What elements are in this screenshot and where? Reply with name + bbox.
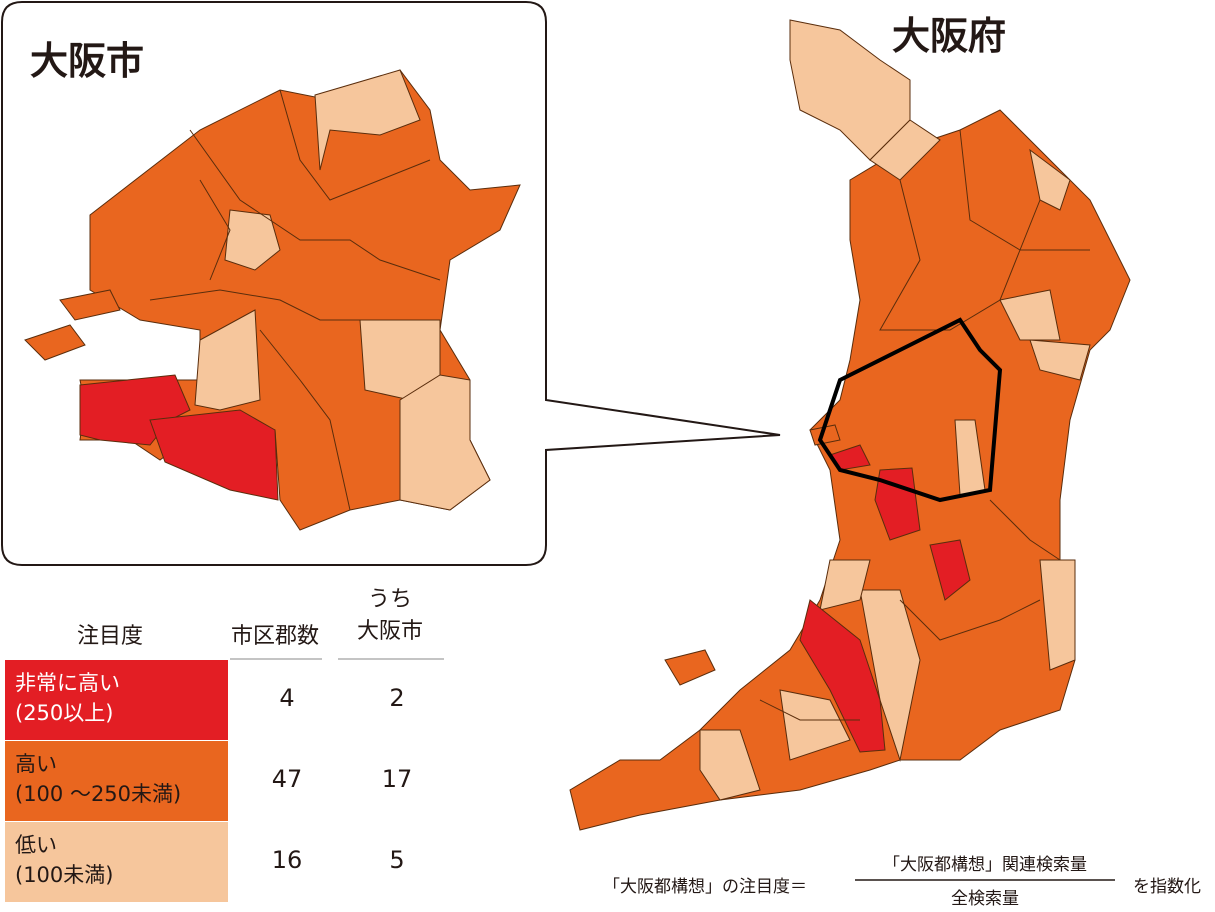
count-cell: 16	[271, 846, 303, 874]
prefecture-map	[569, 19, 1131, 831]
osaka-city-cell: 2	[389, 684, 405, 712]
level-cell: 高い (100 ～250未満)	[5, 741, 228, 821]
level-label: (100 ～250未満)	[15, 782, 182, 806]
level-label: 非常に高い	[15, 671, 120, 695]
header-line: 大阪市	[356, 619, 423, 644]
level-label: 低い	[15, 833, 57, 857]
formula-denominator: 全検索量	[951, 889, 1019, 909]
level-cell: 非常に高い (250以上)	[5, 660, 228, 740]
column-header: うち 大阪市	[335, 584, 445, 648]
formula-numerator: 「大阪都構想」関連検索量	[883, 855, 1087, 875]
city-map	[24, 69, 521, 531]
level-cell: 低い (100未満)	[5, 822, 228, 902]
osaka-city-cell: 17	[381, 765, 413, 793]
osaka-city-cell: 5	[389, 846, 405, 874]
map-title: 大阪府	[892, 14, 1007, 58]
column-header: 市区郡数	[230, 624, 319, 649]
osaka-city-outline	[817, 317, 1003, 503]
header-line: うち	[367, 587, 412, 612]
level-label: (250以上)	[15, 701, 114, 725]
formula-lhs: 「大阪都構想」の注目度＝	[603, 877, 807, 897]
count-cell: 47	[271, 765, 303, 793]
inset-title: 大阪市	[30, 39, 145, 83]
count-cell: 4	[279, 684, 295, 712]
level-label: (100未満)	[15, 863, 114, 887]
column-header: 注目度	[76, 624, 143, 649]
level-label: 高い	[15, 752, 57, 776]
formula-suffix: を指数化	[1133, 877, 1201, 897]
